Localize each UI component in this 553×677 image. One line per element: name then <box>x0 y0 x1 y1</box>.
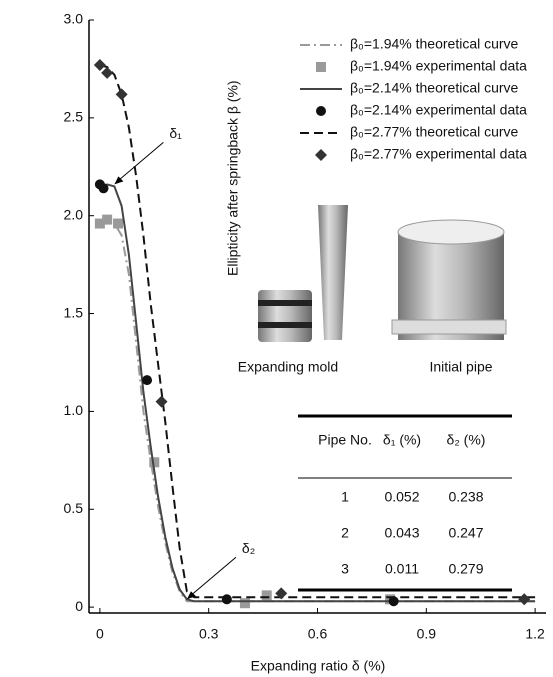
data-point <box>155 395 168 408</box>
legend-label: β₀=1.94% theoretical curve <box>350 36 519 52</box>
annotation-arrowhead <box>186 591 196 600</box>
y-tick-label: 0.5 <box>64 500 84 516</box>
x-tick-label: 0 <box>96 626 104 642</box>
table-header: δ₂ (%) <box>447 432 486 448</box>
y-tick-label: 0 <box>75 598 83 614</box>
table-cell: 0.279 <box>448 561 483 577</box>
annotation: δ₂ <box>242 540 255 556</box>
data-point <box>239 598 250 609</box>
data-point <box>101 66 114 79</box>
y-tick-label: 3.0 <box>64 11 84 27</box>
annotation-arrow <box>117 142 164 182</box>
table-cell: 3 <box>341 561 349 577</box>
legend-label: β₀=2.77% experimental data <box>350 146 527 162</box>
data-point <box>113 218 124 229</box>
table-cell: 0.043 <box>384 525 419 541</box>
data-point <box>261 590 272 601</box>
table-cell: 0.238 <box>448 489 483 505</box>
legend-swatch <box>315 149 327 161</box>
table-cell: 0.247 <box>448 525 483 541</box>
annotation-arrowhead <box>114 176 124 185</box>
legend-label: β₀=1.94% experimental data <box>350 58 527 74</box>
x-tick-label: 0.3 <box>199 626 219 642</box>
legend-label: β₀=2.77% theoretical curve <box>350 124 519 140</box>
table-header: δ₁ (%) <box>383 432 421 448</box>
data-point <box>102 214 113 225</box>
photo-pipe <box>391 219 507 340</box>
x-tick-label: 0.6 <box>308 626 328 642</box>
photo-label: Initial pipe <box>429 359 492 375</box>
legend-swatch <box>316 62 326 72</box>
table-cell: 0.052 <box>384 489 419 505</box>
annotation-arrow <box>189 556 237 597</box>
x-tick-label: 0.9 <box>417 626 437 642</box>
legend-swatch <box>316 106 326 116</box>
photo-mold <box>258 205 348 342</box>
annotation: δ₁ <box>169 125 182 141</box>
table-header: Pipe No. <box>318 432 372 448</box>
data-point <box>221 594 232 605</box>
x-axis-title: Expanding ratio δ (%) <box>251 658 386 674</box>
x-tick-label: 1.2 <box>525 626 545 642</box>
inset-table <box>298 414 512 592</box>
y-tick-label: 2.5 <box>64 109 84 125</box>
table-cell: 0.011 <box>385 561 419 577</box>
data-point <box>275 587 288 600</box>
y-axis-title: Ellipticity after springback β (%) <box>225 80 241 276</box>
y-tick-label: 2.0 <box>64 206 84 222</box>
data-point <box>142 375 153 386</box>
y-tick-label: 1.0 <box>64 402 84 418</box>
table-cell: 2 <box>341 525 349 541</box>
data-point <box>149 457 160 468</box>
data-point <box>93 59 106 72</box>
data-point <box>98 183 109 194</box>
legend-label: β₀=2.14% theoretical curve <box>350 80 519 96</box>
photo-label: Expanding mold <box>238 359 338 375</box>
y-tick-label: 1.5 <box>64 304 84 320</box>
data-point <box>518 593 531 606</box>
legend-label: β₀=2.14% experimental data <box>350 102 527 118</box>
data-point <box>94 218 105 229</box>
table-cell: 1 <box>341 489 349 505</box>
data-point <box>115 88 128 101</box>
data-point <box>388 596 399 607</box>
